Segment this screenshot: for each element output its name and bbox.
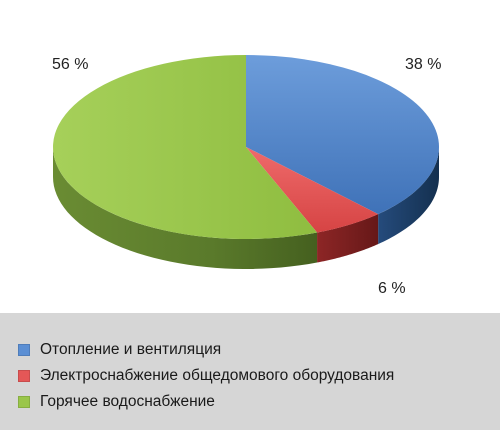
value-label-electricity: 6 % — [378, 280, 406, 297]
legend: Отопление и вентиляция Электроснабжение … — [0, 313, 500, 430]
legend-item-electricity: Электроснабжение общедомового оборудован… — [18, 363, 500, 389]
legend-swatch-electricity — [18, 370, 30, 382]
legend-label-heating: Отопление и вентиляция — [40, 341, 222, 358]
legend-item-hot-water: Горячее водоснабжение — [18, 389, 500, 415]
pie-sides — [53, 147, 439, 269]
value-label-heating: 38 % — [405, 56, 441, 73]
legend-swatch-heating — [18, 344, 30, 356]
legend-item-heating: Отопление и вентиляция — [18, 337, 500, 363]
chart-area: 38 % 6 % 56 % — [52, 55, 441, 297]
pie-side-heating — [378, 147, 439, 245]
pie-slice-hot-water — [53, 55, 318, 240]
pie-slice-electricity — [246, 147, 379, 233]
pie-chart: 38 % 6 % 56 % — [52, 55, 441, 297]
pie-side-electricity — [317, 214, 379, 263]
pie-slice-heating — [246, 55, 440, 215]
legend-swatch-hot-water — [18, 396, 30, 408]
pie-tops — [53, 55, 440, 240]
pie-side-hot-water — [53, 147, 318, 269]
legend-label-hot-water: Горячее водоснабжение — [40, 393, 215, 410]
value-label-hot-water: 56 % — [52, 56, 88, 73]
legend-label-electricity: Электроснабжение общедомового оборудован… — [40, 367, 395, 384]
